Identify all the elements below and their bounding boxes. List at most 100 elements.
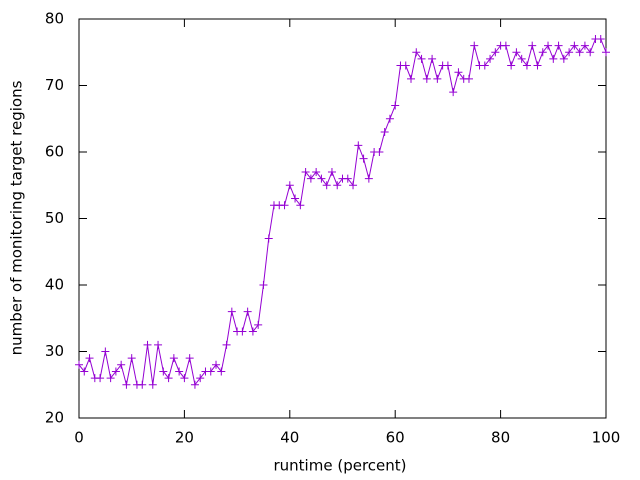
point-marker <box>306 174 315 183</box>
y-tick-label: 40 <box>45 276 64 294</box>
point-marker <box>354 141 363 150</box>
x-tick-label: 40 <box>280 429 299 447</box>
point-marker <box>533 61 542 70</box>
point-marker <box>602 48 610 57</box>
point-marker <box>391 101 400 110</box>
point-marker <box>185 354 194 363</box>
point-marker <box>206 367 215 376</box>
point-marker <box>486 54 495 63</box>
y-tick-label: 80 <box>45 10 64 28</box>
point-marker <box>549 54 558 63</box>
point-marker <box>106 374 115 383</box>
point-marker <box>512 48 521 57</box>
point-marker <box>380 128 389 137</box>
point-marker <box>101 347 110 356</box>
point-marker <box>501 41 510 50</box>
point-marker <box>586 48 595 57</box>
x-tick-label: 20 <box>175 429 194 447</box>
point-marker <box>417 54 426 63</box>
point-marker <box>222 340 231 349</box>
y-axis-label: number of monitoring target regions <box>8 80 26 355</box>
point-marker <box>280 201 289 210</box>
point-marker <box>470 41 479 50</box>
point-marker <box>301 167 310 176</box>
point-marker <box>449 88 458 97</box>
x-tick-label: 100 <box>592 429 621 447</box>
point-marker <box>464 74 473 83</box>
point-marker <box>296 201 305 210</box>
point-marker <box>422 74 431 83</box>
x-tick-label: 80 <box>491 429 510 447</box>
point-marker <box>443 61 452 70</box>
point-marker <box>159 367 168 376</box>
plot-border <box>78 18 607 419</box>
y-tick-label: 70 <box>45 76 64 94</box>
x-tick-label: 0 <box>74 429 84 447</box>
y-tick-label: 20 <box>45 409 64 427</box>
point-marker <box>343 174 352 183</box>
point-marker <box>148 380 157 389</box>
point-marker <box>385 114 394 123</box>
point-marker <box>407 74 416 83</box>
point-marker <box>75 360 83 369</box>
point-marker <box>243 307 252 316</box>
point-marker <box>580 41 589 50</box>
point-marker <box>122 380 131 389</box>
point-marker <box>85 354 94 363</box>
point-marker <box>111 367 120 376</box>
point-marker <box>401 61 410 70</box>
point-marker <box>291 194 300 203</box>
x-axis-label: runtime (percent) <box>274 457 407 475</box>
point-marker <box>80 367 89 376</box>
point-marker <box>596 34 605 43</box>
point-marker <box>322 181 331 190</box>
point-marker <box>375 148 384 156</box>
point-marker <box>507 61 516 70</box>
point-marker <box>428 54 437 63</box>
point-marker <box>554 41 563 50</box>
point-marker <box>412 48 421 57</box>
point-marker <box>175 367 184 376</box>
point-marker <box>254 320 263 329</box>
point-marker <box>227 307 236 316</box>
point-marker <box>528 41 537 50</box>
point-marker <box>517 54 526 63</box>
point-marker <box>127 354 136 363</box>
point-marker <box>169 354 178 363</box>
point-marker <box>522 61 531 70</box>
point-marker <box>217 367 226 376</box>
point-marker <box>538 48 547 57</box>
point-marker <box>154 340 163 349</box>
point-marker <box>454 68 463 77</box>
point-marker <box>96 374 105 383</box>
point-marker <box>212 360 221 369</box>
y-tick-label: 60 <box>45 143 64 161</box>
point-marker <box>359 154 368 163</box>
y-tick-label: 50 <box>45 209 64 227</box>
point-marker <box>285 181 294 190</box>
point-marker <box>559 54 568 63</box>
point-marker <box>565 48 574 57</box>
point-marker <box>575 48 584 57</box>
point-marker <box>164 374 173 383</box>
point-marker <box>264 234 273 243</box>
point-marker <box>333 181 342 190</box>
point-marker <box>180 374 189 383</box>
point-marker <box>491 48 500 57</box>
point-marker <box>480 61 489 70</box>
point-marker <box>143 340 152 349</box>
point-marker <box>196 374 205 383</box>
point-marker <box>433 74 442 83</box>
data-line <box>78 38 607 386</box>
point-marker <box>138 380 147 389</box>
point-marker <box>238 327 247 336</box>
point-marker <box>570 41 579 50</box>
point-marker <box>349 181 358 190</box>
point-marker <box>544 41 553 50</box>
point-marker <box>364 174 373 183</box>
x-tick-label: 60 <box>386 429 405 447</box>
point-marker <box>327 167 336 176</box>
point-marker <box>259 281 268 289</box>
